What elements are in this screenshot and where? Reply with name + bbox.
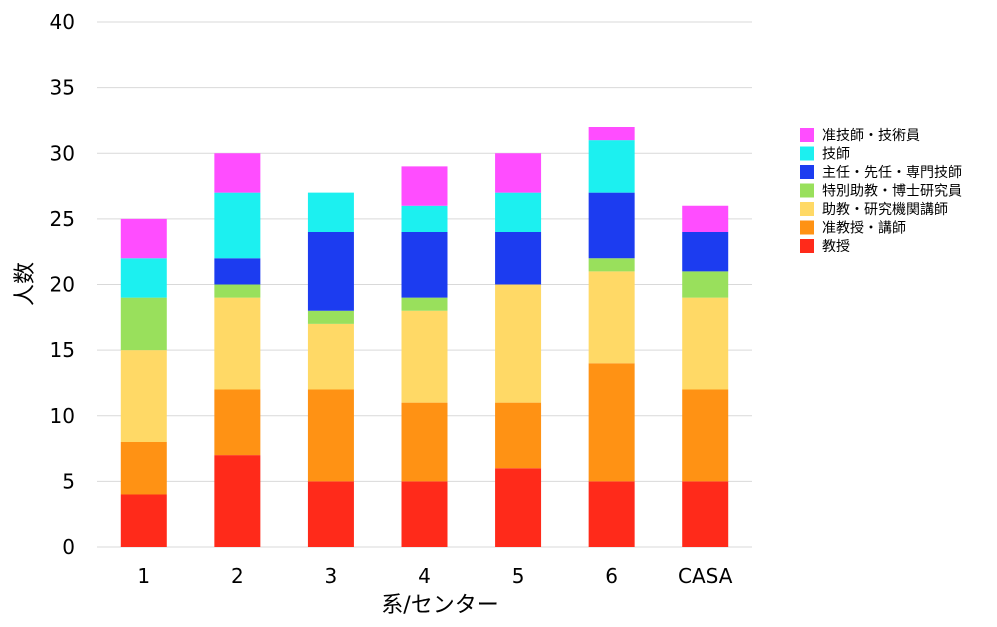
x-axis-ticks: 1 2 3 4 5 6 CASA <box>137 564 732 588</box>
x-tick-label: 1 <box>137 564 150 588</box>
y-tick-label: 5 <box>62 469 75 493</box>
bar-stack <box>401 166 448 547</box>
bar-segment <box>588 271 635 364</box>
bar-segment <box>214 153 261 193</box>
bar-segment <box>401 297 448 311</box>
legend-swatch <box>800 183 814 198</box>
bar-segment <box>401 205 448 232</box>
bar-segment <box>307 232 354 311</box>
bar-stack <box>682 205 729 547</box>
bar-segment <box>401 481 448 547</box>
bar-segment <box>307 481 354 547</box>
legend-swatch <box>800 128 814 142</box>
legend-item: 技師 <box>800 146 850 163</box>
bar-segment <box>682 271 729 298</box>
legend-swatch <box>800 202 814 216</box>
legend-item: 教授 <box>800 239 850 255</box>
y-axis-ticks: 0 5 10 15 20 25 30 35 40 <box>50 10 75 559</box>
bar-segment <box>120 218 167 259</box>
legend-item: 准教授・講師 <box>800 220 906 237</box>
y-tick-label: 25 <box>50 207 75 231</box>
bar-segment <box>214 284 261 298</box>
legend-label: 准技師・技術員 <box>822 128 920 144</box>
bar-stack <box>495 153 542 547</box>
bar-segment <box>588 192 635 259</box>
y-tick-label: 0 <box>62 535 75 559</box>
y-axis-title: 人数 <box>13 262 38 306</box>
bar-segment <box>214 389 261 456</box>
bar-segment <box>588 258 635 272</box>
bar-segment <box>307 310 354 324</box>
bar-segment <box>307 323 354 390</box>
y-tick-label: 10 <box>50 404 75 428</box>
x-tick-label: 3 <box>325 564 338 588</box>
bar-segment <box>401 402 448 482</box>
bar-segment <box>682 205 729 232</box>
bar-segment <box>682 297 729 390</box>
bar-segment <box>401 310 448 403</box>
legend-item: 主任・先任・専門技師 <box>800 165 962 181</box>
bar-segment <box>120 442 167 495</box>
bar-segment <box>307 389 354 482</box>
bar-segment <box>495 284 542 403</box>
legend-item: 特別助教・博士研究員 <box>800 183 962 200</box>
bar-segment <box>120 494 167 547</box>
bar-segment <box>495 153 542 193</box>
y-tick-label: 30 <box>50 141 75 165</box>
bar-segment <box>214 192 261 259</box>
legend: 准技師・技術員技師主任・先任・専門技師特別助教・博士研究員助教・研究機関講師准教… <box>800 128 962 255</box>
bar-segment <box>401 232 448 298</box>
bar-segment <box>682 389 729 482</box>
legend-label: 技師 <box>822 147 850 163</box>
bar-stack <box>214 153 261 547</box>
y-tick-label: 20 <box>50 273 75 297</box>
bar-segment <box>120 297 167 351</box>
bar-segment <box>307 192 354 232</box>
bar-segment <box>120 350 167 442</box>
legend-label: 主任・先任・専門技師 <box>822 165 962 181</box>
bar-segment <box>401 166 448 206</box>
bar-segment <box>682 232 729 272</box>
legend-swatch <box>800 220 814 235</box>
legend-label: 教授 <box>822 239 850 255</box>
x-tick-label: 4 <box>418 564 431 588</box>
x-tick-label: 2 <box>231 564 244 588</box>
legend-swatch <box>800 239 814 253</box>
x-axis-title: 系/センター <box>381 593 498 618</box>
bar-segment <box>120 258 167 298</box>
y-tick-label: 35 <box>50 76 75 100</box>
bars <box>120 127 729 547</box>
bar-segment <box>495 468 542 547</box>
legend-swatch <box>800 165 814 179</box>
legend-item: 准技師・技術員 <box>800 128 920 144</box>
bar-segment <box>682 481 729 547</box>
legend-label: 助教・研究機関講師 <box>822 202 948 218</box>
bar-segment <box>588 140 635 193</box>
bar-segment <box>214 297 261 390</box>
legend-item: 助教・研究機関講師 <box>800 202 948 218</box>
bar-segment <box>588 127 635 141</box>
x-tick-label: CASA <box>678 564 733 588</box>
bar-segment <box>214 258 261 285</box>
bar-segment <box>214 455 261 547</box>
bar-segment <box>495 402 542 469</box>
bar-segment <box>588 363 635 482</box>
x-tick-label: 5 <box>512 564 525 588</box>
bar-stack <box>588 127 635 547</box>
bar-stack <box>307 192 354 547</box>
y-tick-label: 15 <box>50 338 75 362</box>
legend-label: 特別助教・博士研究員 <box>822 183 962 200</box>
bar-stack <box>120 218 167 547</box>
bar-segment <box>495 192 542 232</box>
bar-segment <box>588 481 635 547</box>
x-tick-label: 6 <box>605 564 618 588</box>
legend-label: 准教授・講師 <box>822 221 906 237</box>
legend-swatch <box>800 146 814 161</box>
y-tick-label: 40 <box>50 10 75 34</box>
bar-segment <box>495 232 542 285</box>
